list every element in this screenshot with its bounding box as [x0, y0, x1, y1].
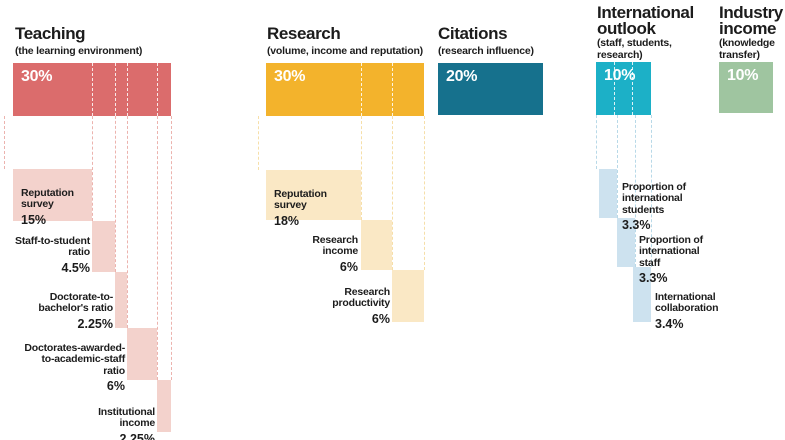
- guide-line: [651, 115, 652, 267]
- component-label-text: Proportion of international students: [622, 180, 686, 216]
- component-label: Proportion of international staff 3.3%: [639, 223, 703, 296]
- bar-divider: [614, 62, 615, 115]
- guide-line: [392, 116, 393, 270]
- sub-block-research-income: [361, 220, 392, 270]
- component-value: 3.3%: [622, 218, 651, 232]
- bar-divider: [92, 63, 93, 116]
- guide-line: [596, 115, 597, 169]
- component-label-text: Staff-to-student ratio: [15, 234, 90, 258]
- guide-line: [115, 116, 116, 272]
- component-value: 3.4%: [655, 316, 684, 331]
- sub-block-reputation-survey-teaching: [13, 169, 92, 221]
- component-label: Proportion of international students 3.3…: [622, 170, 686, 243]
- component-label-text: Research productivity: [332, 285, 390, 309]
- component-label: Research income 6%: [312, 223, 358, 285]
- component-value: 18%: [274, 213, 300, 228]
- guide-line: [171, 116, 172, 380]
- component-value: 2.25%: [119, 431, 155, 440]
- guide-line: [424, 116, 425, 270]
- section-subtitle-citations: (research influence): [438, 45, 534, 57]
- bar-weight-label-international-outlook: 10%: [604, 67, 636, 84]
- bar-weight-label-citations: 20%: [446, 68, 478, 85]
- component-label: Institutional income 2.25%: [98, 395, 155, 440]
- component-value: 3.3%: [639, 271, 668, 285]
- component-label-text: Research income: [312, 233, 358, 257]
- component-label-text: Reputation survey: [274, 187, 327, 211]
- component-label-text: Doctorates-awarded- to-academic-staff ra…: [24, 341, 125, 377]
- sub-block-staff-student-ratio: [92, 221, 115, 272]
- component-value: 6%: [339, 259, 358, 274]
- component-label: Doctorates-awarded- to-academic-staff ra…: [24, 331, 125, 404]
- main-bar-industry-income: 10%: [719, 62, 773, 113]
- component-label-text: Proportion of international staff: [639, 233, 703, 269]
- bar-divider: [632, 62, 633, 115]
- sub-block-doctorate-bachelor-ratio: [115, 272, 127, 328]
- section-subtitle-industry-income: (knowledge transfer): [719, 37, 775, 61]
- main-bar-international-outlook: 10%: [596, 62, 651, 115]
- component-label: International collaboration 3.4%: [655, 280, 719, 342]
- section-subtitle-research: (volume, income and reputation): [267, 45, 423, 57]
- component-label-text: Doctorate-to- bachelor's ratio: [38, 290, 113, 314]
- bar-divider: [127, 63, 128, 116]
- component-label: Reputation survey 18%: [274, 177, 327, 239]
- guide-line: [127, 116, 128, 328]
- sub-block-reputation-survey-research: [266, 170, 361, 220]
- bar-weight-label-teaching: 30%: [21, 68, 53, 85]
- component-value: 6%: [371, 311, 390, 326]
- sub-block-international-students: [599, 169, 617, 218]
- guide-line: [4, 116, 5, 169]
- component-label: Staff-to-student ratio 4.5%: [15, 224, 90, 286]
- component-label-text: Institutional income: [98, 405, 155, 429]
- component-label: Reputation survey 15%: [21, 176, 74, 238]
- bar-divider: [157, 63, 158, 116]
- component-label: Doctorate-to- bachelor's ratio 2.25%: [38, 280, 113, 342]
- sub-block-international-staff: [617, 218, 635, 267]
- sub-block-research-productivity: [392, 270, 424, 322]
- section-title-international-outlook: International outlook: [597, 3, 694, 38]
- main-bar-teaching: 30%: [13, 63, 171, 116]
- guide-line: [157, 116, 158, 380]
- sub-block-institutional-income: [157, 380, 171, 432]
- component-value: 15%: [21, 212, 47, 227]
- component-label-text: International collaboration: [655, 290, 719, 314]
- component-value: 4.5%: [61, 260, 91, 275]
- sub-block-doctorates-awarded-ratio: [127, 328, 157, 380]
- guide-line: [361, 116, 362, 220]
- section-title-citations: Citations: [438, 24, 508, 43]
- guide-line: [92, 116, 93, 221]
- guide-line: [635, 115, 636, 267]
- main-bar-research: 30%: [266, 63, 424, 116]
- bar-divider: [115, 63, 116, 116]
- bar-weight-label-industry-income: 10%: [727, 67, 759, 84]
- component-value: 6%: [106, 379, 125, 393]
- bar-divider: [392, 63, 393, 116]
- main-bar-citations: 20%: [438, 63, 543, 115]
- bar-divider: [361, 63, 362, 116]
- component-value: 2.25%: [77, 316, 113, 331]
- section-title-research: Research: [267, 24, 341, 43]
- guide-line: [617, 115, 618, 218]
- section-title-teaching: Teaching: [15, 24, 86, 43]
- section-title-industry-income: Industry income: [719, 3, 783, 38]
- bar-weight-label-research: 30%: [274, 68, 306, 85]
- sub-block-international-collaboration: [633, 267, 651, 322]
- component-label-text: Reputation survey: [21, 186, 74, 210]
- component-label: Research productivity 6%: [332, 275, 390, 337]
- section-subtitle-international-outlook: (staff, students, research): [597, 37, 672, 61]
- section-subtitle-teaching: (the learning environment): [15, 45, 143, 57]
- guide-line: [258, 116, 259, 170]
